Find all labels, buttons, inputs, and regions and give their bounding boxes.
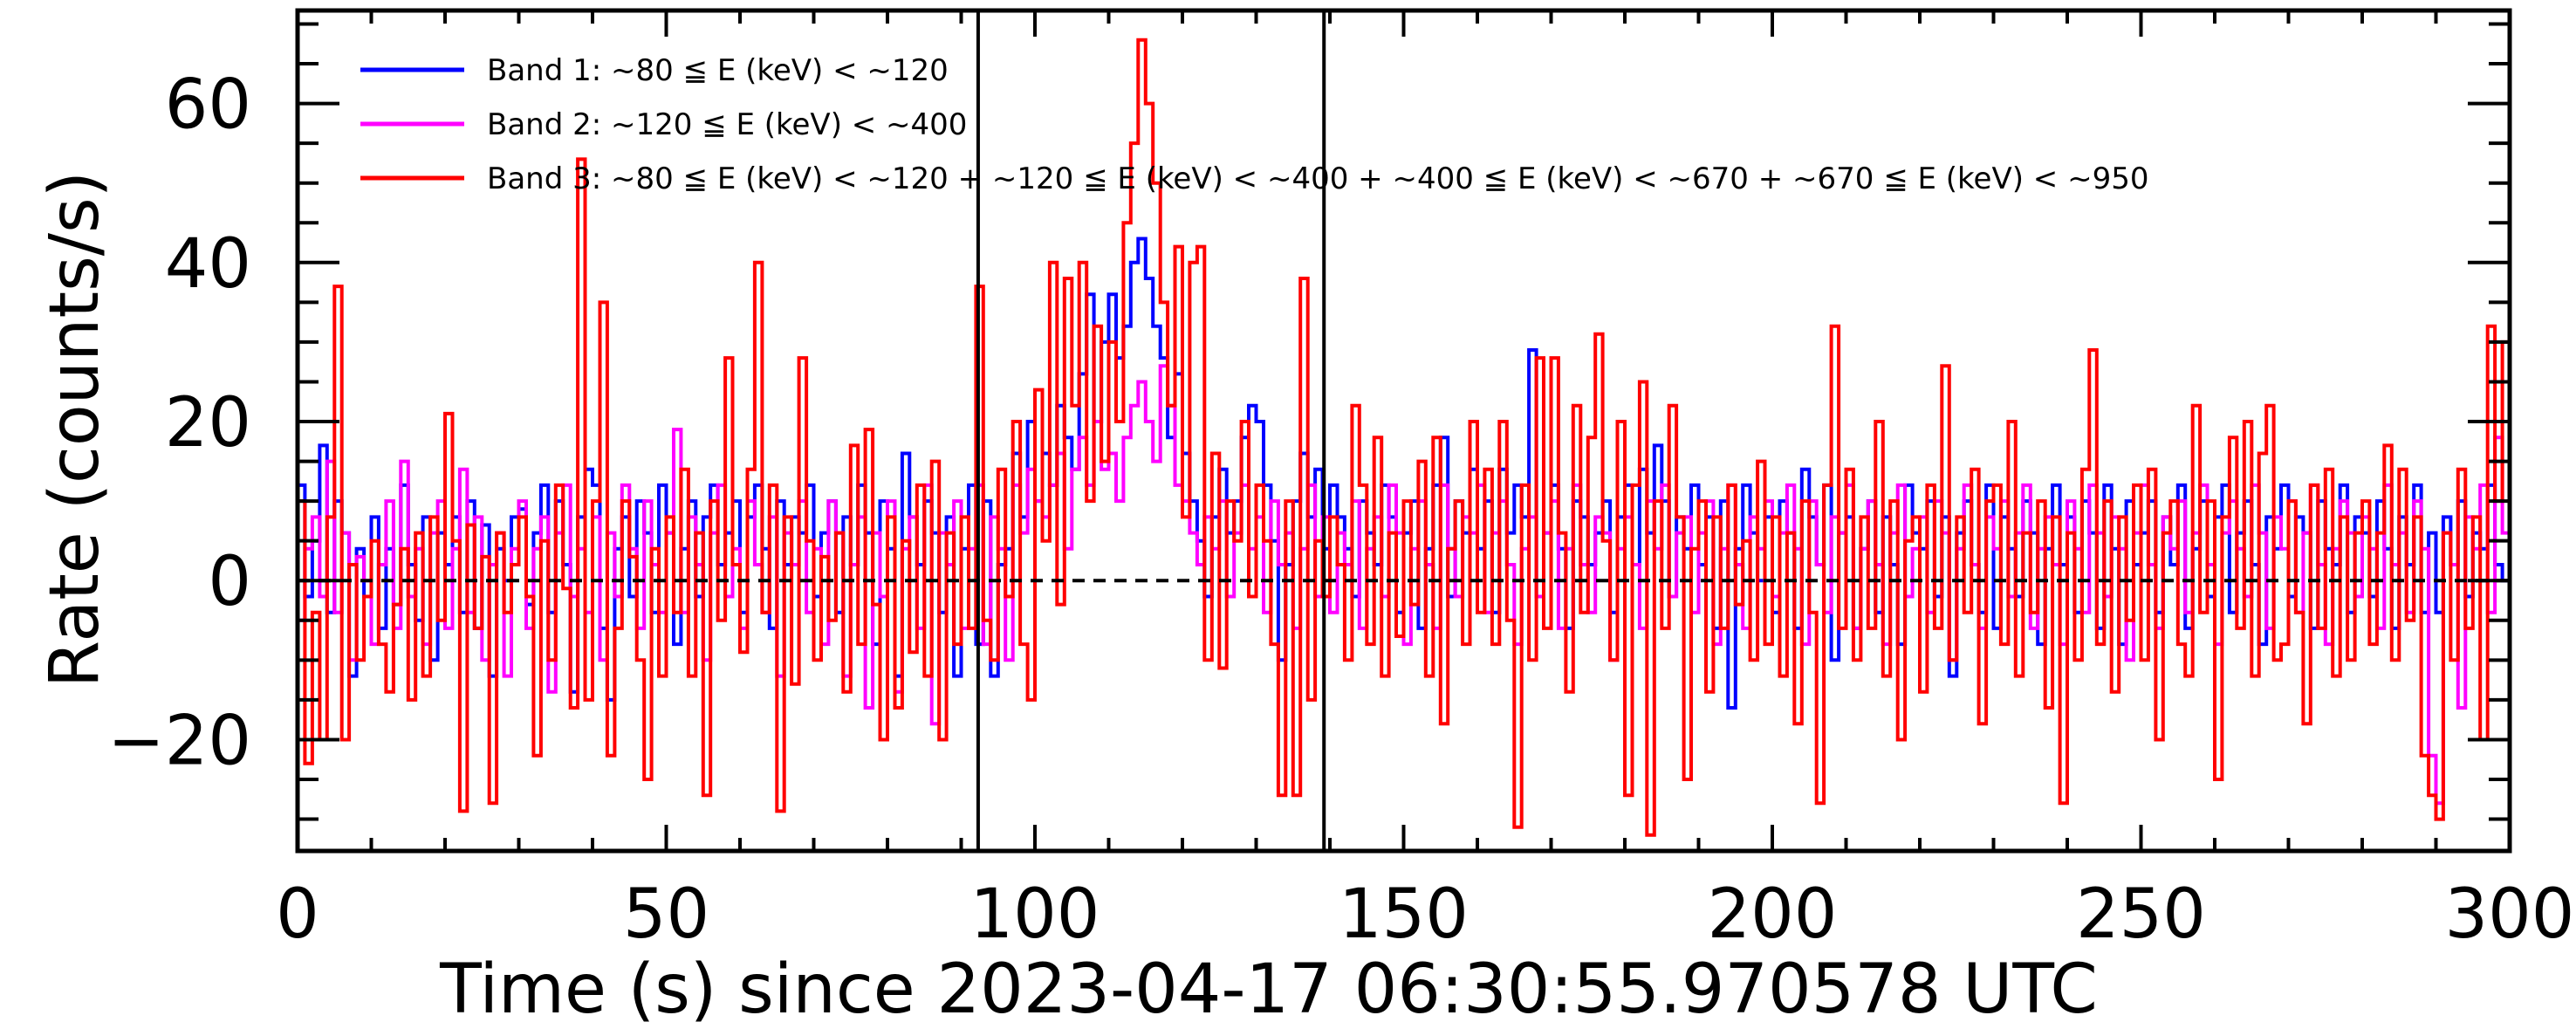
legend-label-band-3: Band 3: ~80 ≦ E (keV) < ~120 + ~120 ≦ E … [487,161,2148,196]
y-tick-label: 0 [208,543,251,621]
series-layer [298,38,2510,837]
y-tick-label: 20 [165,384,251,463]
x-tick-label: 100 [970,875,1100,954]
reference-lines [298,10,2510,851]
x-tick-label: 0 [276,875,319,954]
x-tick-label: 300 [2445,875,2575,954]
x-tick-label: 50 [623,875,709,954]
x-tick-label: 150 [1339,875,1469,954]
x-axis-title: Time (s) since 2023-04-17 06:30:55.97057… [439,950,2098,1029]
legend-label-band-1: Band 1: ~80 ≦ E (keV) < ~120 [487,53,949,88]
y-tick-label: 60 [165,66,251,145]
x-tick-label: 200 [1708,875,1838,954]
x-tick-label: 250 [2076,875,2206,954]
series-line-band-3 [298,38,2510,837]
legend-label-band-2: Band 2: ~120 ≦ E (keV) < ~400 [487,107,967,142]
y-tick-label: 40 [165,225,251,304]
y-tick-label: −20 [107,702,251,780]
axes: 0 50 100 150 200 250 300 −20 0 20 40 60 [107,8,2575,954]
legend: Band 1: ~80 ≦ E (keV) < ~120 Band 2: ~120… [360,53,2148,196]
y-axis-title: Rate (counts/s) [36,171,114,688]
